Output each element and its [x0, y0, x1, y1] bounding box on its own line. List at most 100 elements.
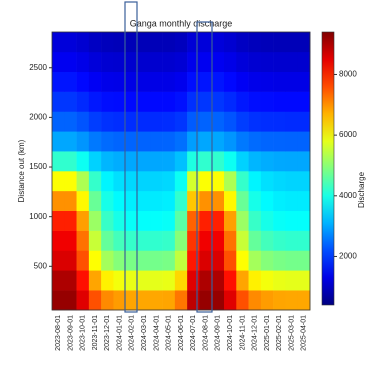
x-tick-label: 2024-12-01	[252, 315, 259, 351]
heatmap-cell	[248, 51, 262, 73]
heatmap-cell	[285, 290, 299, 311]
heatmap-cell	[138, 171, 151, 192]
heatmap-cell	[199, 290, 213, 311]
heatmap-cell	[150, 131, 163, 152]
heatmap-cell	[224, 171, 237, 192]
heatmap-cell	[224, 131, 237, 152]
heatmap-cell	[52, 131, 65, 152]
heatmap-cell	[125, 71, 139, 92]
heatmap-cell	[236, 131, 249, 152]
heatmap-cell	[199, 91, 213, 112]
heatmap-cell	[187, 290, 200, 311]
colorbar	[321, 31, 335, 306]
heatmap-cell	[187, 250, 200, 271]
heatmap-cell	[113, 71, 127, 92]
heatmap-cell	[88, 270, 102, 291]
heatmap-cell	[76, 230, 90, 251]
heatmap-cell	[76, 131, 90, 152]
y-tick-label: 2000	[29, 112, 47, 121]
heatmap-cell	[297, 210, 311, 231]
heatmap-cell	[101, 230, 114, 251]
x-tick-label: 2024-09-01	[215, 315, 222, 351]
heatmap-cell	[76, 210, 90, 231]
heatmap-cell	[125, 51, 139, 73]
heatmap-cell	[236, 210, 249, 231]
heatmap-cell	[187, 171, 200, 192]
heatmap-cell	[162, 210, 176, 231]
annotations	[124, 1, 213, 313]
heatmap-cell	[273, 230, 286, 251]
heatmap-cell	[52, 171, 65, 192]
heatmap-cell	[64, 250, 77, 271]
heatmap-cell	[138, 131, 151, 152]
heatmap-cell	[101, 91, 114, 112]
heatmap-cell	[199, 131, 213, 152]
heatmap-cell	[138, 290, 151, 311]
heatmap-cell	[248, 210, 262, 231]
heatmap-cell	[162, 230, 176, 251]
heatmap-cell	[273, 171, 286, 192]
heatmap-cell	[260, 250, 274, 271]
heatmap-cell	[138, 71, 151, 92]
heatmap-cell	[174, 230, 188, 251]
heatmap-cell	[76, 190, 90, 212]
heatmap-cell	[236, 190, 249, 212]
heatmap-cell	[101, 71, 114, 92]
colorbar-tick-label: 6000	[339, 130, 357, 139]
heatmap-cell	[64, 32, 77, 53]
heatmap-cell	[76, 51, 90, 73]
heatmap-cell	[88, 230, 102, 251]
heatmap-cell	[211, 270, 225, 291]
x-tick-label: 2024-07-01	[190, 315, 197, 351]
heatmap-cell	[211, 290, 225, 311]
heatmap-cell	[76, 171, 90, 192]
heatmap-cell	[113, 190, 127, 212]
y-tick-label: 1500	[29, 162, 47, 171]
heatmap-cell	[248, 131, 262, 152]
heatmap-cell	[199, 111, 213, 132]
heatmap	[52, 32, 311, 311]
x-tick-label: 2025-03-01	[288, 315, 295, 351]
heatmap-cell	[285, 111, 299, 132]
heatmap-cell	[88, 171, 102, 192]
heatmap-cell	[260, 171, 274, 192]
heatmap-cell	[138, 230, 151, 251]
heatmap-cell	[199, 151, 213, 172]
heatmap-cell	[174, 91, 188, 112]
heatmap-cell	[52, 151, 65, 172]
heatmap-cell	[285, 210, 299, 231]
heatmap-cell	[88, 210, 102, 231]
heatmap-cell	[260, 290, 274, 311]
heatmap-cell	[297, 190, 311, 212]
heatmap-cell	[273, 32, 286, 53]
heatmap-cell	[236, 71, 249, 92]
heatmap-cell	[125, 91, 139, 112]
heatmap-cell	[273, 131, 286, 152]
heatmap-cell	[297, 111, 311, 132]
heatmap-cell	[211, 151, 225, 172]
y-tick-label: 500	[34, 261, 48, 270]
heatmap-cell	[273, 151, 286, 172]
heatmap-cell	[150, 210, 163, 231]
heatmap-cell	[273, 91, 286, 112]
heatmap-cell	[52, 71, 65, 92]
heatmap-cell	[297, 131, 311, 152]
heatmap-cell	[52, 230, 65, 251]
heatmap-cell	[125, 270, 139, 291]
heatmap-cell	[52, 111, 65, 132]
x-tick-label: 2025-04-01	[301, 315, 308, 351]
heatmap-cell	[64, 91, 77, 112]
x-tick-label: 2023-08-01	[55, 315, 62, 351]
heatmap-cell	[285, 171, 299, 192]
heatmap-cell	[224, 270, 237, 291]
heatmap-cell	[76, 270, 90, 291]
heatmap-cell	[64, 151, 77, 172]
heatmap-cell	[174, 71, 188, 92]
heatmap-cell	[101, 111, 114, 132]
heatmap-cell	[211, 111, 225, 132]
heatmap-cell	[125, 32, 139, 53]
heatmap-cell	[260, 190, 274, 212]
heatmap-cell	[76, 111, 90, 132]
x-tick-label: 2024-05-01	[166, 315, 173, 351]
heatmap-cell	[273, 250, 286, 271]
